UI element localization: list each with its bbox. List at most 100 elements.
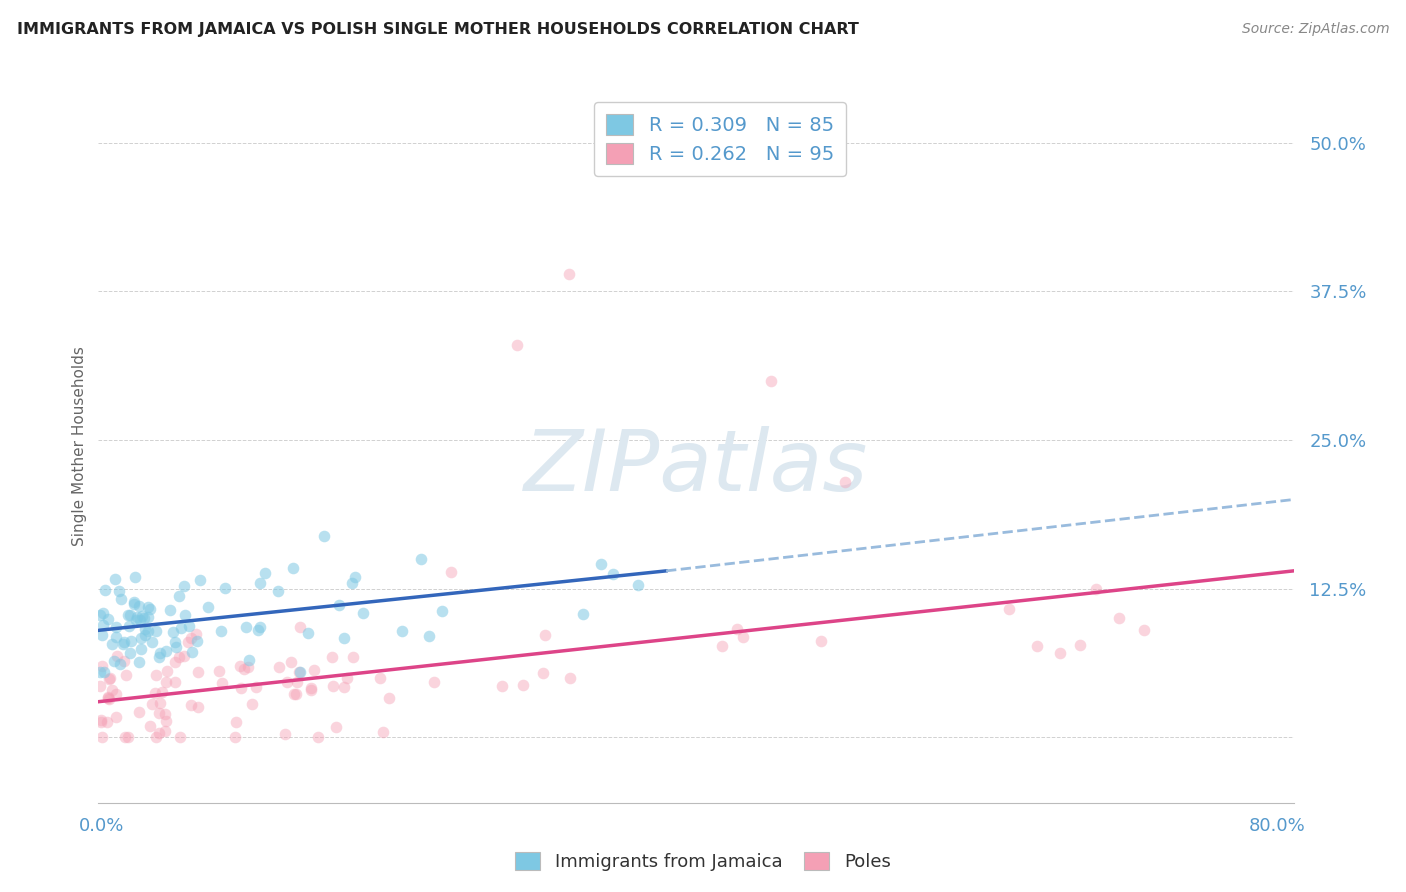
- Point: [156, 665, 179, 679]
- Point: [128, 705, 150, 719]
- Point: [342, 575, 364, 590]
- Point: [98, 672, 121, 686]
- Point: [143, 686, 166, 700]
- Point: [333, 680, 356, 694]
- Point: [98, 691, 121, 706]
- Point: [105, 620, 128, 634]
- Point: [328, 599, 350, 613]
- Point: [280, 655, 302, 669]
- Point: [440, 565, 463, 579]
- Text: IMMIGRANTS FROM JAMAICA VS POLISH SINGLE MOTHER HOUSEHOLDS CORRELATION CHART: IMMIGRANTS FROM JAMAICA VS POLISH SINGLE…: [17, 22, 859, 37]
- Point: [591, 557, 613, 571]
- Point: [89, 679, 111, 693]
- Point: [336, 671, 359, 685]
- Point: [418, 629, 440, 643]
- Point: [149, 696, 172, 710]
- Point: [90, 714, 112, 728]
- Point: [134, 628, 156, 642]
- Point: [491, 679, 513, 693]
- Point: [110, 591, 132, 606]
- Point: [534, 628, 557, 642]
- Point: [167, 589, 190, 603]
- Point: [299, 681, 322, 696]
- Point: [165, 640, 187, 655]
- Point: [276, 674, 298, 689]
- Point: [155, 644, 177, 658]
- Point: [225, 714, 247, 729]
- Point: [180, 631, 202, 645]
- Point: [238, 653, 260, 667]
- Point: [155, 706, 177, 721]
- Point: [150, 685, 173, 699]
- Point: [207, 664, 229, 678]
- Point: [90, 658, 112, 673]
- Point: [283, 560, 305, 574]
- Point: [240, 697, 263, 711]
- Point: [430, 604, 453, 618]
- Point: [138, 719, 160, 733]
- Point: [267, 583, 290, 598]
- Point: [211, 675, 233, 690]
- Point: [368, 671, 391, 685]
- Point: [118, 607, 141, 622]
- Point: [342, 650, 364, 665]
- Point: [228, 659, 250, 673]
- Point: [93, 607, 115, 621]
- Point: [93, 665, 115, 679]
- Point: [153, 723, 176, 738]
- Point: [90, 715, 112, 730]
- Point: [136, 624, 159, 638]
- Point: [112, 637, 135, 651]
- Point: [288, 665, 311, 679]
- Point: [128, 613, 150, 627]
- Point: [322, 679, 344, 693]
- Point: [231, 681, 253, 696]
- Point: [725, 622, 748, 636]
- Point: [558, 671, 581, 685]
- Point: [97, 690, 120, 705]
- Point: [287, 665, 309, 679]
- Point: [214, 581, 236, 595]
- Point: [104, 710, 127, 724]
- Point: [97, 612, 120, 626]
- Point: [246, 623, 269, 637]
- Point: [1084, 582, 1107, 596]
- Point: [148, 706, 170, 720]
- Point: [128, 599, 150, 614]
- Point: [163, 655, 186, 669]
- Point: [163, 634, 186, 648]
- Point: [117, 731, 139, 745]
- Point: [572, 607, 595, 621]
- Point: [128, 656, 150, 670]
- Point: [162, 624, 184, 639]
- Point: [288, 620, 311, 634]
- Point: [267, 660, 290, 674]
- Point: [165, 674, 187, 689]
- Point: [122, 597, 145, 611]
- Point: [180, 698, 202, 712]
- Point: [283, 687, 305, 701]
- Point: [169, 649, 191, 664]
- Point: [138, 610, 160, 624]
- Point: [284, 687, 307, 701]
- Point: [155, 714, 177, 728]
- Point: [249, 620, 271, 634]
- Point: [391, 624, 413, 638]
- Point: [91, 617, 114, 632]
- Point: [139, 602, 162, 616]
- Point: [235, 619, 257, 633]
- Point: [177, 635, 200, 649]
- Point: [124, 569, 146, 583]
- Point: [89, 608, 111, 623]
- Point: [145, 668, 167, 682]
- Point: [332, 631, 354, 645]
- Point: [94, 582, 117, 597]
- Point: [118, 646, 141, 660]
- Point: [197, 600, 219, 615]
- Point: [297, 626, 319, 640]
- Point: [132, 611, 155, 625]
- Point: [233, 662, 256, 676]
- Point: [103, 572, 125, 586]
- Point: [90, 731, 112, 745]
- Point: [371, 725, 394, 739]
